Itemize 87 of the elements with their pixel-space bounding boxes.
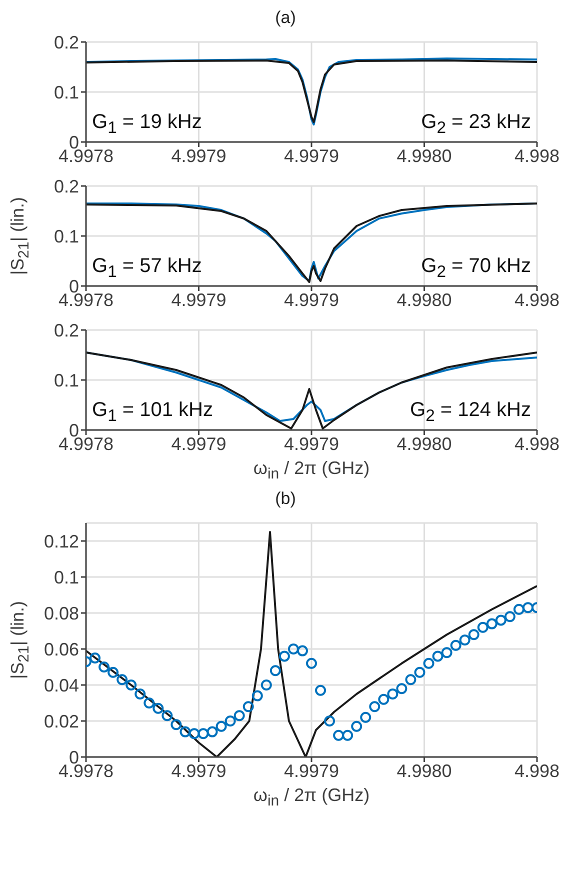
point xyxy=(342,729,354,740)
x-tick-label: 4.9979 xyxy=(171,434,226,454)
y-tick-label: 0.1 xyxy=(54,370,79,390)
point xyxy=(206,726,218,737)
x-axis-title: ω$_{in}$ / 2π (GHz) xyxy=(252,458,371,483)
x-tick-label: 4.998 xyxy=(514,290,560,310)
point xyxy=(278,650,290,662)
x-axis-title: ω$_{in}$ / 2π (GHz) xyxy=(252,784,371,810)
point xyxy=(90,652,101,664)
y-tick-label: 0.1 xyxy=(54,566,79,587)
x-tick-label: 4.9979 xyxy=(284,434,340,454)
x-tick-label: 4.9979 xyxy=(171,146,226,166)
point xyxy=(198,728,209,739)
annotation: G$_{2}$ = 23 kHz xyxy=(421,111,531,138)
point xyxy=(333,729,344,740)
chart-title: (b) xyxy=(274,488,297,509)
y-tick-label: 0.02 xyxy=(44,710,79,731)
x-tick-label: 4.9980 xyxy=(396,760,452,780)
y-tick-label: 0.2 xyxy=(54,176,79,196)
point xyxy=(306,657,317,668)
point xyxy=(252,690,263,701)
y-tick-label: 0.08 xyxy=(44,602,79,623)
point xyxy=(405,674,416,685)
annotation: G$_{2}$ = 70 kHz xyxy=(421,255,531,282)
point xyxy=(98,661,110,672)
annotation: G$_{1}$ = 19 kHz xyxy=(92,111,202,138)
y-tick-label: 0.12 xyxy=(44,530,79,551)
x-tick-label: 4.9980 xyxy=(396,146,452,166)
point xyxy=(260,679,272,690)
point xyxy=(513,603,524,614)
point xyxy=(108,666,119,678)
point xyxy=(414,666,426,678)
point xyxy=(324,715,336,726)
y-tick-label: 0.1 xyxy=(54,82,79,102)
point xyxy=(396,682,408,694)
x-tick-label: 4.998 xyxy=(514,146,560,166)
x-tick-label: 4.9980 xyxy=(396,290,452,310)
point xyxy=(369,700,380,712)
point xyxy=(296,644,308,656)
point xyxy=(162,710,173,721)
point xyxy=(522,602,534,613)
point xyxy=(224,715,236,726)
point xyxy=(234,710,245,721)
point xyxy=(486,618,498,629)
point xyxy=(423,657,434,668)
chart-title: (a) xyxy=(274,8,297,28)
point xyxy=(468,628,480,640)
x-tick-label: 4.9979 xyxy=(171,290,226,310)
y-tick-label: 0.2 xyxy=(54,32,79,52)
x-tick-label: 4.9979 xyxy=(284,760,340,780)
point xyxy=(495,614,506,626)
point xyxy=(432,650,444,662)
point xyxy=(504,610,516,622)
point xyxy=(441,646,452,658)
point xyxy=(170,718,182,730)
point xyxy=(387,688,398,700)
point xyxy=(315,684,326,696)
x-tick-label: 4.9980 xyxy=(396,434,452,454)
x-tick-label: 4.998 xyxy=(514,434,560,454)
point xyxy=(288,643,299,654)
point xyxy=(351,720,362,732)
point xyxy=(216,720,227,732)
x-tick-label: 4.998 xyxy=(514,760,560,780)
point xyxy=(450,639,462,650)
point xyxy=(180,726,191,737)
y-tick-label: 0.1 xyxy=(54,226,79,246)
y-tick-label: 0.04 xyxy=(44,674,79,695)
point xyxy=(270,664,281,676)
annotation: G$_{1}$ = 57 kHz xyxy=(92,255,202,282)
annotation: G$_{2}$ = 124 kHz xyxy=(410,399,531,426)
point xyxy=(134,688,146,700)
point xyxy=(242,700,254,712)
point xyxy=(378,693,390,704)
point xyxy=(116,674,128,685)
x-tick-label: 4.9979 xyxy=(284,146,340,166)
point xyxy=(144,697,155,708)
point xyxy=(126,679,137,690)
x-tick-label: 4.9979 xyxy=(284,290,340,310)
point xyxy=(152,702,164,714)
x-tick-label: 4.9979 xyxy=(171,760,226,780)
point xyxy=(360,711,372,722)
y-tick-label: 0.06 xyxy=(44,638,79,659)
annotation: G$_{1}$ = 101 kHz xyxy=(92,399,213,426)
point xyxy=(477,621,488,632)
point xyxy=(188,728,200,739)
y-tick-label: 0.2 xyxy=(54,320,79,340)
point xyxy=(459,634,470,646)
